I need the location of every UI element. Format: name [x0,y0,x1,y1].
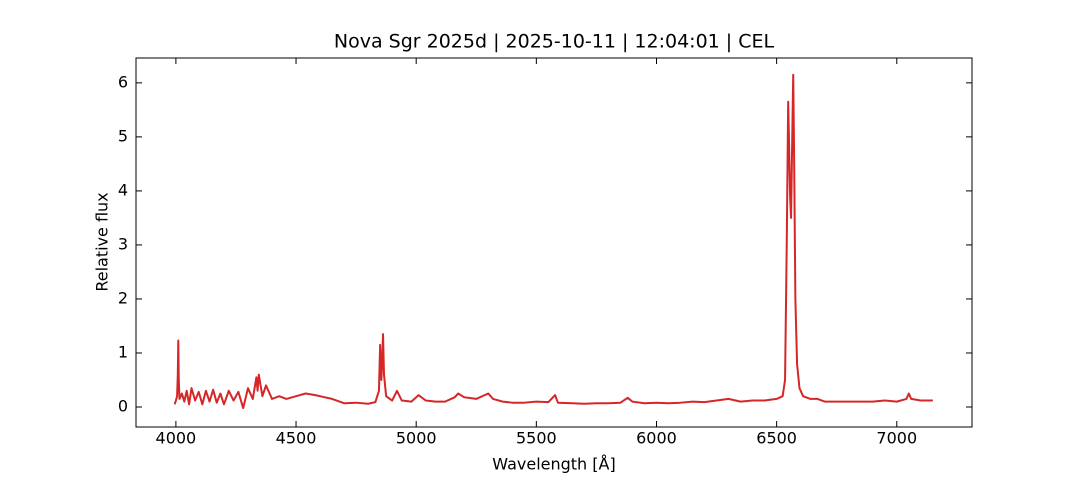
x-tick-label: 5500 [516,429,557,448]
x-tick-label: 6500 [756,429,797,448]
y-tick-label: 5 [118,126,128,145]
x-tick-label: 4000 [156,429,197,448]
y-tick-label: 3 [118,234,128,253]
y-tick-label: 0 [118,397,128,416]
x-tick-label: 4500 [276,429,317,448]
chart-title: Nova Sgr 2025d | 2025-10-11 | 12:04:01 |… [334,31,775,53]
x-tick-label: 7000 [876,429,917,448]
y-axis-label: Relative flux [93,192,112,291]
x-tick-label: 5000 [396,429,437,448]
y-tick-label: 4 [118,180,128,199]
plot-frame [135,57,973,428]
spectrum-line [173,73,933,410]
y-tick-label: 1 [118,342,128,361]
x-axis-label: Wavelength [Å] [492,455,615,474]
x-tick-label: 6000 [636,429,677,448]
y-tick-label: 2 [118,288,128,307]
y-tick-label: 6 [118,72,128,91]
